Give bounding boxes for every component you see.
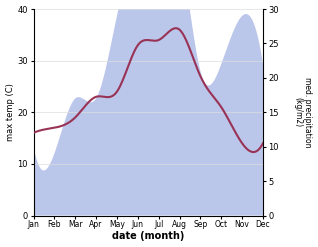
- Y-axis label: med. precipitation
(kg/m2): med. precipitation (kg/m2): [293, 77, 313, 147]
- X-axis label: date (month): date (month): [112, 231, 184, 242]
- Y-axis label: max temp (C): max temp (C): [5, 83, 15, 141]
